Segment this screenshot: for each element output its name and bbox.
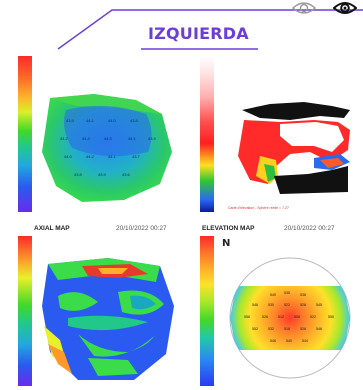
svg-text:44.1: 44.1 bbox=[128, 136, 137, 141]
elevation-map-label: ELEVATION MAP bbox=[202, 225, 255, 232]
svg-text:532: 532 bbox=[268, 327, 274, 331]
svg-text:526: 526 bbox=[300, 327, 306, 331]
svg-text:526: 526 bbox=[262, 315, 268, 319]
eye-side-title: IZQUIERDA bbox=[148, 24, 249, 43]
svg-text:44.1: 44.1 bbox=[86, 118, 95, 123]
svg-text:545: 545 bbox=[316, 303, 322, 307]
svg-text:522: 522 bbox=[310, 315, 316, 319]
svg-text:540: 540 bbox=[286, 339, 292, 343]
elevation-note: Carte d'élévation - Sphère réelle = 7.27 bbox=[228, 206, 289, 210]
svg-text:544: 544 bbox=[302, 339, 308, 343]
svg-text:44.4: 44.4 bbox=[82, 136, 91, 141]
eye-selected-icon[interactable] bbox=[333, 0, 357, 16]
svg-text:43.8: 43.8 bbox=[74, 172, 83, 177]
svg-text:43.9: 43.9 bbox=[148, 136, 157, 141]
axial-map: 43.9 44.1 44.0 43.8 44.2 44.4 44.3 44.1 43.9 44… bbox=[42, 94, 172, 202]
svg-text:43.6: 43.6 bbox=[122, 172, 131, 177]
svg-text:43.9: 43.9 bbox=[98, 172, 107, 177]
elevation-color-scale bbox=[200, 56, 214, 212]
svg-text:528: 528 bbox=[300, 303, 306, 307]
svg-text:540: 540 bbox=[270, 293, 276, 297]
eye-icon[interactable] bbox=[292, 0, 316, 16]
height-map: 540 535 538 548 530 522 528 545 556 526 512 508 52… bbox=[229, 257, 351, 379]
svg-text:44.2: 44.2 bbox=[86, 154, 95, 159]
svg-text:530: 530 bbox=[268, 303, 274, 307]
svg-text:522: 522 bbox=[284, 303, 290, 307]
svg-text:518: 518 bbox=[284, 327, 290, 331]
svg-text:44.3: 44.3 bbox=[104, 136, 113, 141]
svg-text:535: 535 bbox=[284, 291, 290, 295]
svg-text:538: 538 bbox=[300, 293, 306, 297]
header: IZQUIERDA bbox=[0, 0, 363, 52]
svg-text:508: 508 bbox=[294, 315, 300, 319]
north-marker: N bbox=[222, 238, 231, 249]
svg-text:44.0: 44.0 bbox=[64, 154, 73, 159]
svg-text:512: 512 bbox=[278, 315, 284, 319]
svg-text:43.8: 43.8 bbox=[130, 118, 139, 123]
axial-map-timestamp: 20/10/2022 00:27 bbox=[116, 225, 167, 232]
axial-map-label: AXIAL MAP bbox=[34, 225, 70, 232]
svg-text:44.2: 44.2 bbox=[60, 136, 69, 141]
svg-text:43.7: 43.7 bbox=[132, 154, 141, 159]
svg-text:548: 548 bbox=[316, 327, 322, 331]
svg-text:44.0: 44.0 bbox=[108, 118, 117, 123]
elevation-map-timestamp: 20/10/2022 00:27 bbox=[284, 225, 335, 232]
elevation-map bbox=[238, 102, 350, 194]
svg-text:550: 550 bbox=[328, 315, 334, 319]
svg-text:43.9: 43.9 bbox=[66, 118, 75, 123]
tangential-map bbox=[42, 258, 174, 380]
svg-text:44.1: 44.1 bbox=[108, 154, 117, 159]
height-color-scale bbox=[200, 236, 214, 386]
tangential-color-scale bbox=[18, 236, 32, 386]
header-decoration bbox=[57, 9, 363, 50]
axial-color-scale bbox=[18, 56, 32, 212]
svg-text:548: 548 bbox=[252, 303, 258, 307]
svg-text:556: 556 bbox=[244, 315, 250, 319]
svg-text:546: 546 bbox=[270, 339, 276, 343]
svg-text:552: 552 bbox=[252, 327, 258, 331]
